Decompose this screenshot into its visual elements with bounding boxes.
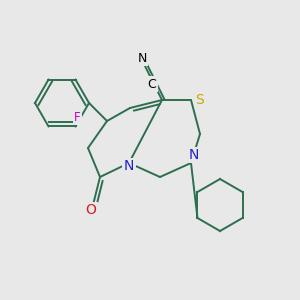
Text: N: N	[189, 148, 199, 162]
Text: F: F	[74, 111, 81, 124]
Text: N: N	[124, 159, 134, 173]
Text: N: N	[137, 52, 147, 64]
Text: S: S	[196, 93, 204, 107]
Text: O: O	[85, 203, 96, 217]
Text: C: C	[148, 77, 156, 91]
